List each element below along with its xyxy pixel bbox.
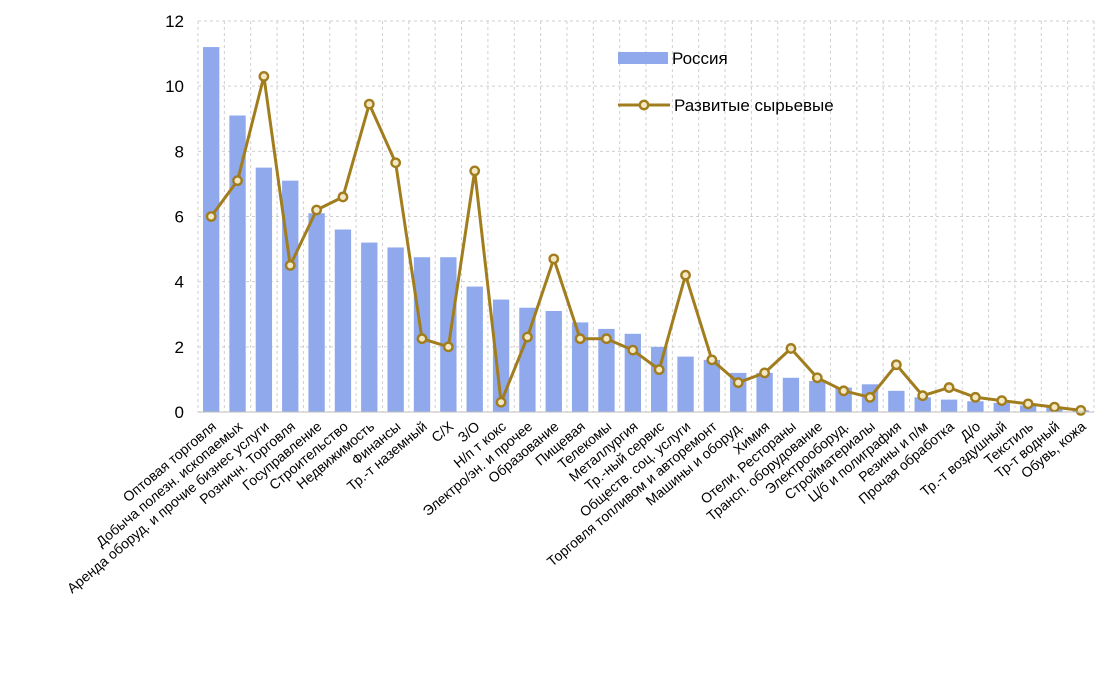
series-line [209,74,1081,412]
line-point [495,396,507,408]
bar [703,359,721,412]
line-point [759,367,770,379]
line-point [284,259,296,271]
line-point [416,333,428,345]
line-layer [205,70,1087,416]
line-point [970,391,981,403]
line-point [258,70,270,82]
line-point [232,175,243,187]
line-point [469,165,481,177]
line-point [311,204,322,216]
bar [203,47,220,413]
legend-swatch-bar [618,52,668,64]
bar [651,346,668,412]
bar [809,381,826,412]
bar [334,229,352,412]
grid-layer [197,20,1095,412]
bar [387,247,404,412]
line-point [864,391,876,403]
line-point [706,354,718,366]
legend-marker-line [638,99,650,111]
bar [888,390,905,412]
y-tick-label: 4 [175,273,184,292]
line-point [363,98,375,110]
line-point [522,331,533,343]
bar [545,310,562,412]
legend: Россия Развитые сырьевые [618,49,834,115]
bar [914,397,931,412]
bar [967,401,984,412]
bar [492,299,510,412]
y-tick-label: 12 [165,12,184,31]
line-point [442,341,454,353]
bar [308,213,325,412]
y-tick-label: 0 [175,403,184,422]
line-point [205,211,217,222]
legend-label-line: Развитые сырьевые [674,96,834,115]
line-point [890,359,902,371]
line-point [574,333,586,345]
line-point [917,390,929,402]
bar [361,242,378,412]
bar [756,372,773,412]
line-point [390,157,402,169]
bar-layer [203,47,1089,413]
line-point [838,385,850,397]
line-point [943,382,955,393]
y-tick-label: 10 [165,77,184,96]
line-point [996,395,1008,406]
y-tick-label: 8 [175,142,184,161]
bar [677,356,694,412]
line-point [337,191,349,203]
x-tick-label: Аренда оборуд. и прочие бизнес услуги [64,418,272,596]
x-tick-label: С/Х [428,418,457,446]
bar [255,167,273,412]
line-point [732,377,744,389]
bar [466,286,483,412]
line-point [811,372,823,384]
y-tick-label: 2 [175,338,184,357]
line-point [653,364,665,376]
bar [440,257,457,412]
bar [229,115,246,412]
bar [993,402,1010,412]
bar [571,322,589,412]
bar [940,399,958,412]
legend-label-bar: Россия [672,49,728,68]
line-point [680,269,691,281]
line-point [785,343,797,354]
bar [782,377,800,412]
line-point [627,344,639,356]
line-point [548,253,560,265]
line-point [601,333,612,345]
line-point [1075,404,1087,416]
line-point [1049,401,1060,413]
bar [598,328,615,412]
y-tick-label: 6 [175,208,184,227]
line-point [1022,398,1034,410]
